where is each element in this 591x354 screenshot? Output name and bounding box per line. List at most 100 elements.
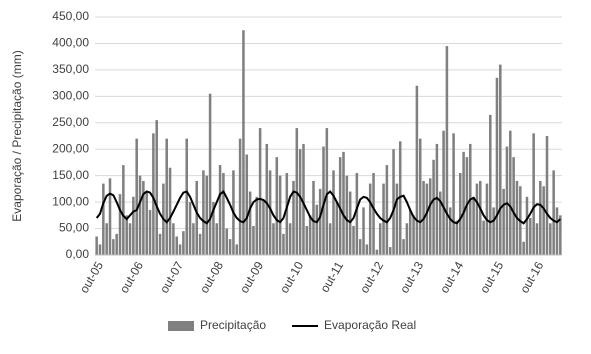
bar — [542, 186, 545, 255]
bar — [472, 196, 475, 255]
bar — [529, 217, 532, 255]
bar — [408, 210, 412, 255]
bar — [198, 233, 202, 255]
bar — [255, 196, 259, 255]
y-tick-label: 350,00 — [52, 62, 89, 76]
bar — [415, 85, 419, 255]
bar — [128, 223, 132, 255]
bar — [372, 173, 375, 255]
bar — [155, 120, 158, 255]
bar — [495, 77, 499, 255]
bar — [328, 223, 332, 255]
bar — [555, 207, 559, 255]
bar — [462, 151, 465, 255]
bar — [125, 215, 128, 255]
bar — [362, 207, 365, 255]
bar — [108, 178, 112, 255]
bar — [298, 149, 302, 255]
bar — [272, 223, 275, 255]
bar — [152, 133, 155, 255]
y-tick-label: 450,00 — [52, 9, 89, 23]
bar — [258, 128, 262, 255]
bar — [525, 196, 529, 255]
bar — [499, 64, 502, 255]
bar — [252, 225, 255, 255]
bar — [172, 223, 175, 255]
x-tick-label: out-16 — [517, 259, 546, 296]
bar — [479, 180, 482, 255]
bar — [235, 244, 239, 255]
x-tick-label: out-05 — [77, 259, 106, 296]
bar — [325, 128, 329, 255]
bar — [432, 159, 435, 255]
bar — [392, 149, 395, 255]
bar — [445, 46, 449, 255]
bar — [225, 228, 229, 255]
bar — [195, 180, 199, 255]
bar — [442, 130, 445, 255]
x-tick-label: out-09 — [237, 259, 266, 296]
x-tick-label: out-11 — [317, 259, 346, 295]
bar — [202, 170, 205, 255]
x-tick-label: out-15 — [477, 259, 506, 296]
bar — [168, 167, 172, 255]
bar — [208, 93, 212, 255]
y-tick-label: 400,00 — [52, 36, 89, 50]
bar — [165, 138, 168, 255]
legend-label: Precipitação — [200, 318, 266, 332]
bar — [285, 173, 289, 255]
bar — [302, 143, 305, 255]
bar — [315, 204, 319, 255]
bar — [552, 170, 555, 255]
bar — [502, 188, 505, 255]
bar — [338, 157, 342, 255]
y-tick-label: 200,00 — [52, 141, 89, 155]
y-tick-label: 150,00 — [52, 168, 89, 182]
bar — [242, 30, 245, 255]
bar — [492, 207, 495, 255]
bar — [509, 130, 512, 255]
bar — [132, 196, 135, 255]
bar — [425, 183, 429, 255]
bar — [549, 223, 552, 255]
line — [95, 189, 562, 225]
y-tick-label: 250,00 — [52, 115, 89, 129]
bar — [438, 191, 442, 255]
x-tick-label: out-12 — [357, 259, 386, 296]
bar — [95, 236, 98, 255]
bar — [245, 154, 249, 255]
bar — [212, 202, 215, 255]
bar — [335, 202, 339, 255]
bar — [375, 249, 379, 255]
bar — [512, 157, 515, 255]
bar — [248, 191, 252, 255]
bar — [385, 165, 389, 255]
bar — [475, 183, 479, 255]
bar — [365, 244, 369, 255]
bar — [378, 223, 382, 255]
bar — [222, 173, 225, 255]
bar — [292, 180, 295, 255]
bar — [135, 138, 138, 255]
bar — [178, 244, 182, 255]
bar — [175, 236, 178, 255]
bar — [228, 239, 232, 255]
legend-label: Evaporação Real — [324, 318, 416, 332]
x-tick-label: out-10 — [277, 259, 306, 296]
y-tick-label: 300,00 — [52, 89, 89, 103]
bar — [192, 223, 195, 255]
bar — [318, 188, 322, 255]
bar — [265, 143, 269, 255]
bar — [288, 223, 292, 255]
bar — [452, 133, 455, 255]
bar — [102, 183, 105, 255]
bar — [105, 223, 108, 255]
bar — [238, 138, 242, 255]
y-tick-label: 50,00 — [59, 221, 89, 235]
x-tick-label: out-07 — [157, 259, 186, 296]
bar — [412, 215, 415, 255]
bar — [505, 146, 509, 255]
bar — [395, 183, 399, 255]
bar — [545, 136, 549, 255]
x-tick-label: out-08 — [197, 259, 226, 296]
